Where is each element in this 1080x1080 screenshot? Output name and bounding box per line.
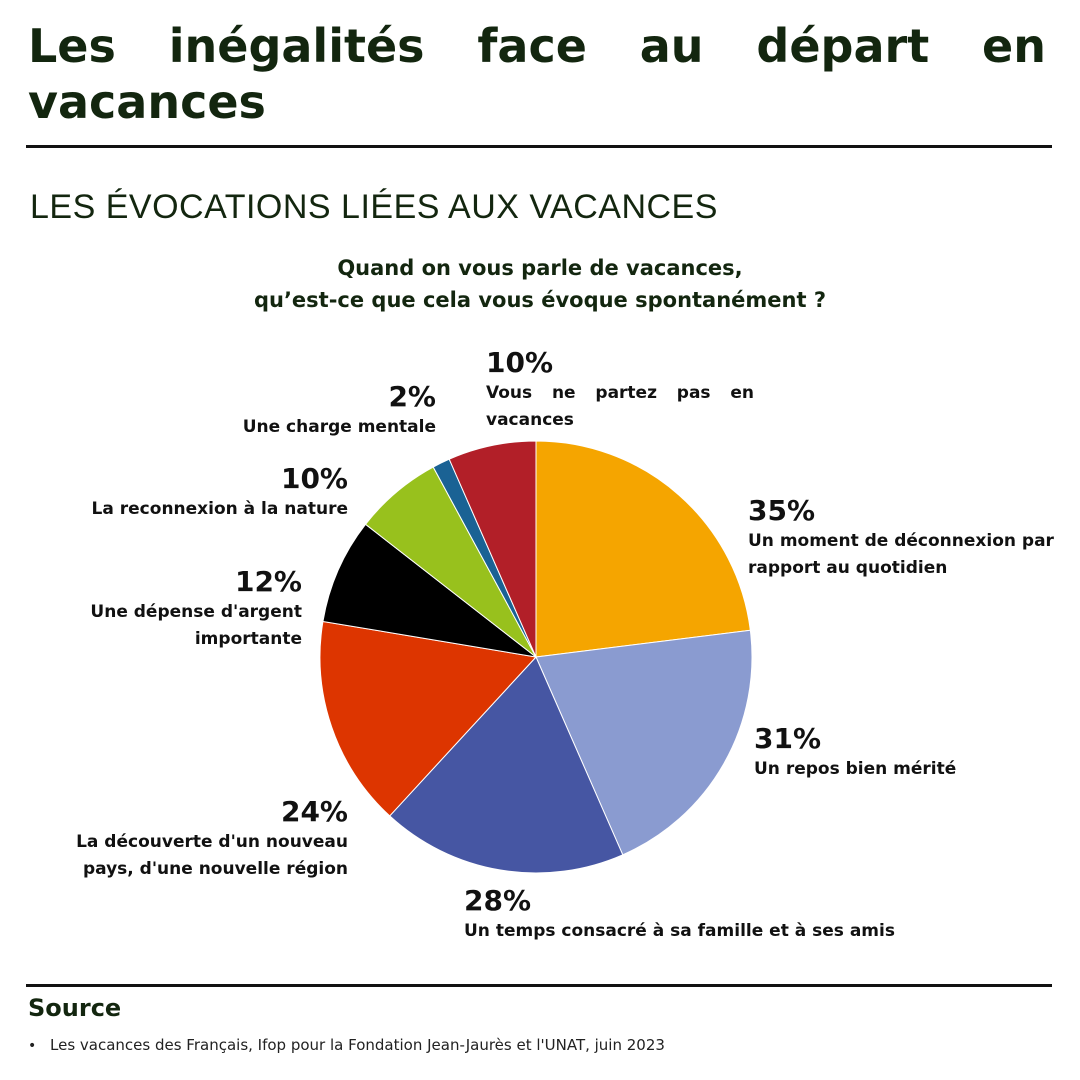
slice-label-nature: La reconnexion à la nature xyxy=(91,499,348,519)
slice-label-deconnexion: Un moment de déconnexion par rapport au … xyxy=(748,531,1054,578)
pie-slice-famille xyxy=(389,656,624,874)
slice-label-famille: Un temps consacré à sa famille et à ses … xyxy=(464,921,895,941)
label-ne-partez-pas: 10% Vous ne partez pas en vacances xyxy=(486,346,754,434)
slice-label-decouverte: La découverte d'un nouveau pays, d'une n… xyxy=(76,832,348,879)
slice-label-depense: Une dépense d'argent importante xyxy=(90,602,302,649)
source-title: Source xyxy=(28,994,122,1022)
label-depense: 12% Une dépense d'argent importante xyxy=(60,565,302,653)
slice-value-depense: 12% xyxy=(234,565,302,598)
slice-value-nature: 10% xyxy=(280,462,348,495)
slice-value-ne-partez-pas: 10% xyxy=(486,346,554,379)
slice-label-repos: Un repos bien mérité xyxy=(754,759,957,779)
source-text: Les vacances des Français, Ifop pour la … xyxy=(50,1036,665,1054)
slice-label-ne-partez-pas: Vous ne partez pas en vacances xyxy=(486,383,754,430)
source-divider xyxy=(26,984,1052,987)
slice-value-deconnexion: 35% xyxy=(748,494,816,527)
slice-value-repos: 31% xyxy=(754,722,822,755)
label-nature: 10% La reconnexion à la nature xyxy=(40,462,348,523)
pie-slice-depense xyxy=(322,523,537,658)
bullet-icon: • xyxy=(28,1038,37,1054)
label-decouverte: 24% La découverte d'un nouveau pays, d'u… xyxy=(40,795,348,883)
label-famille: 28% Un temps consacré à sa famille et à … xyxy=(464,884,1044,945)
slice-value-decouverte: 24% xyxy=(280,795,348,828)
label-deconnexion: 35% Un moment de déconnexion par rapport… xyxy=(748,494,1068,582)
label-charge: 2% Une charge mentale xyxy=(140,380,436,441)
slice-value-famille: 28% xyxy=(464,884,532,917)
source-item: • Les vacances des Français, Ifop pour la… xyxy=(28,1035,665,1056)
pie-slice-deconnexion xyxy=(535,440,751,658)
slice-label-charge: Une charge mentale xyxy=(242,417,436,437)
pie-slice-decouverte xyxy=(319,620,537,817)
section-title: LES ÉVOCATIONS LIÉES AUX VACANCES xyxy=(30,188,718,226)
label-repos: 31% Un repos bien mérité xyxy=(754,722,1054,783)
pie-slice-repos xyxy=(535,629,753,856)
question-line-2: qu’est-ce que cela vous évoque spontaném… xyxy=(253,288,827,312)
page-title: Les inégalités face au départ en vacance… xyxy=(28,19,1046,129)
slice-value-charge: 2% xyxy=(388,380,436,413)
question-line-1: Quand on vous parle de vacances, xyxy=(337,256,743,280)
source-list: • Les vacances des Français, Ifop pour la… xyxy=(28,1035,665,1056)
pie-slice-ne-partez-pas xyxy=(448,440,537,658)
title-divider xyxy=(26,145,1052,148)
